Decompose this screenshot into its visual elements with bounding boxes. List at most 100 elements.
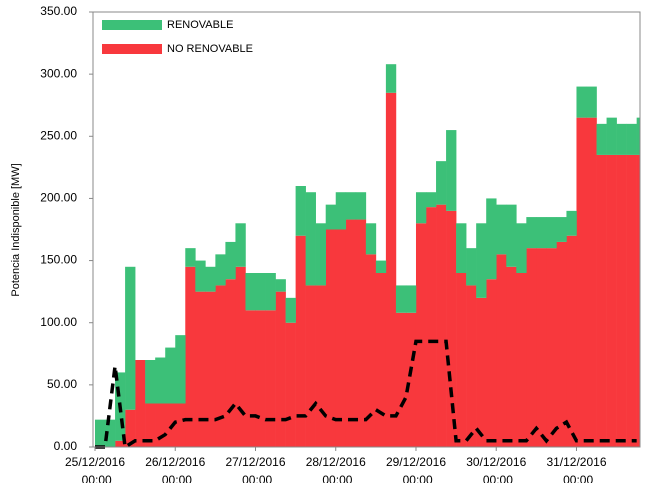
area-step bbox=[536, 217, 547, 249]
area-step bbox=[566, 235, 577, 447]
area-step bbox=[395, 285, 407, 313]
area-step bbox=[556, 217, 567, 242]
area-step bbox=[365, 254, 377, 447]
area-step bbox=[295, 186, 306, 236]
area-step bbox=[175, 335, 186, 404]
area-step bbox=[245, 310, 256, 447]
area-step bbox=[636, 154, 641, 447]
legend-swatch bbox=[102, 44, 162, 54]
area-step bbox=[95, 419, 106, 447]
area-step bbox=[616, 154, 627, 447]
area-step bbox=[526, 248, 537, 447]
area-step bbox=[385, 92, 397, 448]
area-step bbox=[576, 117, 587, 448]
area-step bbox=[165, 403, 176, 447]
area-step bbox=[245, 273, 256, 311]
y-tick-label: 300.00 bbox=[40, 66, 77, 80]
area-step bbox=[185, 248, 196, 267]
y-tick-label: 150.00 bbox=[40, 253, 77, 267]
area-step bbox=[235, 266, 246, 447]
area-step bbox=[225, 279, 236, 447]
area-step bbox=[626, 123, 637, 155]
area-step bbox=[516, 223, 527, 273]
area-step bbox=[405, 285, 417, 313]
x-tick-label: 28/12/2016 00:00 bbox=[306, 455, 366, 483]
area-step bbox=[536, 248, 547, 447]
area-step bbox=[235, 223, 246, 267]
area-step bbox=[295, 235, 306, 447]
y-tick-label: 350.00 bbox=[40, 4, 77, 18]
area-step bbox=[375, 273, 387, 447]
area-step bbox=[215, 254, 226, 286]
plot-area bbox=[95, 64, 641, 450]
area-step bbox=[486, 279, 497, 447]
area-step bbox=[546, 248, 557, 447]
area-step bbox=[596, 154, 607, 447]
y-tick-label: 100.00 bbox=[40, 315, 77, 329]
area-step bbox=[446, 130, 457, 211]
area-step bbox=[255, 310, 266, 447]
area-step bbox=[586, 86, 597, 118]
area-step bbox=[436, 161, 447, 205]
area-step bbox=[355, 192, 367, 220]
area-step bbox=[275, 279, 286, 292]
area-step bbox=[415, 192, 427, 224]
area-step bbox=[305, 285, 316, 447]
area-step bbox=[175, 403, 186, 447]
area-step bbox=[476, 297, 487, 447]
area-step bbox=[486, 198, 497, 280]
area-step bbox=[566, 210, 577, 236]
area-step bbox=[426, 207, 437, 447]
area-step bbox=[255, 273, 266, 311]
legend-label: NO RENOVABLE bbox=[167, 43, 253, 55]
area-step bbox=[345, 192, 357, 220]
area-step bbox=[616, 123, 627, 155]
area-step bbox=[426, 192, 437, 208]
x-tick-label: 29/12/2016 00:00 bbox=[386, 455, 446, 483]
area-step bbox=[546, 217, 557, 249]
area-step bbox=[395, 312, 407, 447]
y-tick-label: 200.00 bbox=[40, 191, 77, 205]
area-step bbox=[135, 360, 146, 447]
area-step bbox=[365, 223, 377, 255]
area-step bbox=[375, 260, 387, 273]
y-tick-label: 0.00 bbox=[54, 439, 78, 453]
area-step bbox=[516, 273, 527, 447]
area-step bbox=[115, 440, 126, 447]
area-step bbox=[205, 266, 216, 292]
area-step bbox=[285, 322, 296, 447]
legend-label: RENOVABLE bbox=[167, 19, 233, 31]
plot-frame bbox=[92, 11, 641, 448]
area-step bbox=[325, 229, 337, 447]
area-step bbox=[265, 273, 276, 311]
x-tick-label: 30/12/2016 00:00 bbox=[466, 455, 526, 483]
area-step bbox=[225, 241, 236, 280]
area-step bbox=[496, 254, 507, 447]
area-step bbox=[155, 403, 166, 447]
area-step bbox=[105, 419, 116, 447]
area-step bbox=[205, 291, 216, 447]
area-step bbox=[466, 248, 477, 286]
x-tick-label: 26/12/2016 00:00 bbox=[145, 455, 205, 483]
area-step bbox=[606, 154, 617, 447]
dashed-line bbox=[95, 339, 637, 450]
area-step bbox=[506, 204, 517, 267]
area-step bbox=[155, 357, 166, 404]
area-step bbox=[446, 210, 457, 447]
area-step bbox=[325, 204, 337, 230]
area-step bbox=[385, 64, 397, 93]
area-step bbox=[285, 297, 296, 323]
y-tick-label: 250.00 bbox=[40, 128, 77, 142]
area-step bbox=[125, 266, 136, 410]
area-step bbox=[355, 219, 367, 447]
area-step bbox=[405, 312, 417, 447]
area-step bbox=[496, 204, 507, 255]
area-step bbox=[606, 117, 617, 155]
area-step bbox=[315, 223, 327, 286]
area-step bbox=[195, 291, 206, 447]
area-step bbox=[466, 285, 477, 447]
x-tick-label: 27/12/2016 00:00 bbox=[225, 455, 285, 483]
area-step bbox=[596, 123, 607, 155]
area-step bbox=[145, 360, 156, 404]
area-step bbox=[275, 291, 286, 447]
